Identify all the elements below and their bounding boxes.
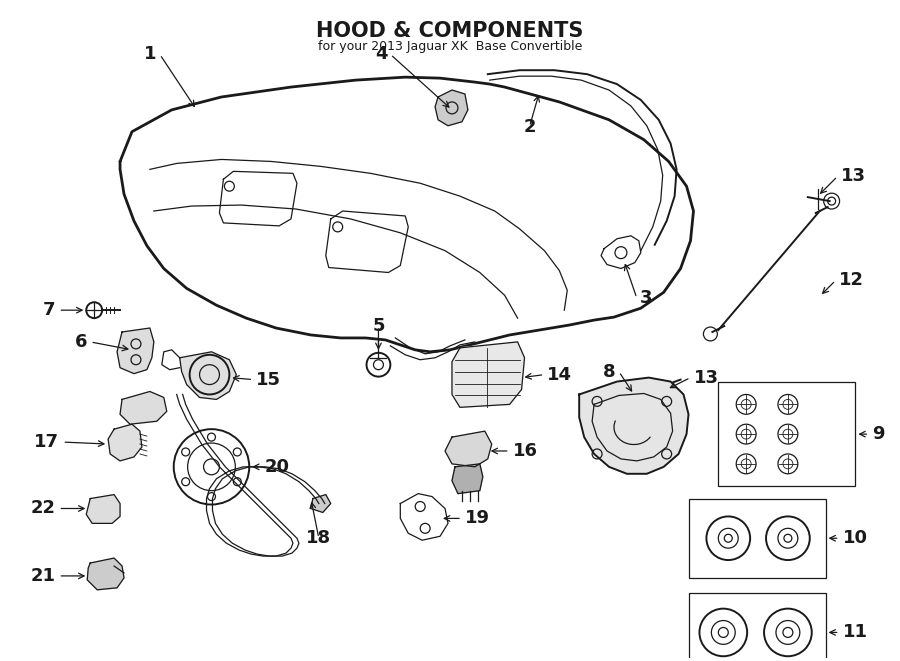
Text: 21: 21 (31, 567, 56, 585)
Text: 5: 5 (373, 317, 384, 335)
Polygon shape (180, 352, 237, 399)
Text: 13: 13 (694, 369, 718, 387)
Text: 20: 20 (265, 458, 289, 476)
Text: 9: 9 (872, 425, 885, 443)
Text: 16: 16 (513, 442, 537, 460)
Polygon shape (435, 90, 468, 126)
Bar (688, 498, 825, 578)
Polygon shape (445, 431, 491, 467)
Text: 10: 10 (842, 529, 868, 547)
Text: 4: 4 (375, 46, 387, 63)
Text: 11: 11 (842, 623, 868, 641)
Text: 12: 12 (839, 272, 864, 290)
Polygon shape (117, 328, 154, 373)
Text: 1: 1 (144, 46, 157, 63)
Text: 14: 14 (547, 366, 572, 383)
Text: 6: 6 (75, 333, 87, 351)
Text: for your 2013 Jaguar XK  Base Convertible: for your 2013 Jaguar XK Base Convertible (318, 40, 582, 54)
Text: 18: 18 (306, 529, 331, 547)
Text: 19: 19 (465, 510, 490, 527)
Text: 15: 15 (256, 371, 281, 389)
Text: 22: 22 (31, 500, 56, 518)
Polygon shape (86, 494, 120, 524)
Polygon shape (580, 377, 688, 474)
Polygon shape (310, 494, 330, 512)
Text: 17: 17 (34, 433, 59, 451)
Polygon shape (452, 464, 482, 494)
Polygon shape (120, 391, 166, 424)
Bar (718, 381, 856, 486)
Text: 13: 13 (841, 167, 866, 185)
Text: HOOD & COMPONENTS: HOOD & COMPONENTS (316, 20, 584, 40)
Polygon shape (87, 558, 124, 590)
Bar (688, 593, 825, 661)
Text: 8: 8 (603, 363, 616, 381)
Polygon shape (452, 342, 525, 407)
Text: 7: 7 (43, 301, 56, 319)
Text: 2: 2 (523, 118, 536, 136)
Text: 3: 3 (640, 290, 652, 307)
Polygon shape (108, 424, 142, 461)
